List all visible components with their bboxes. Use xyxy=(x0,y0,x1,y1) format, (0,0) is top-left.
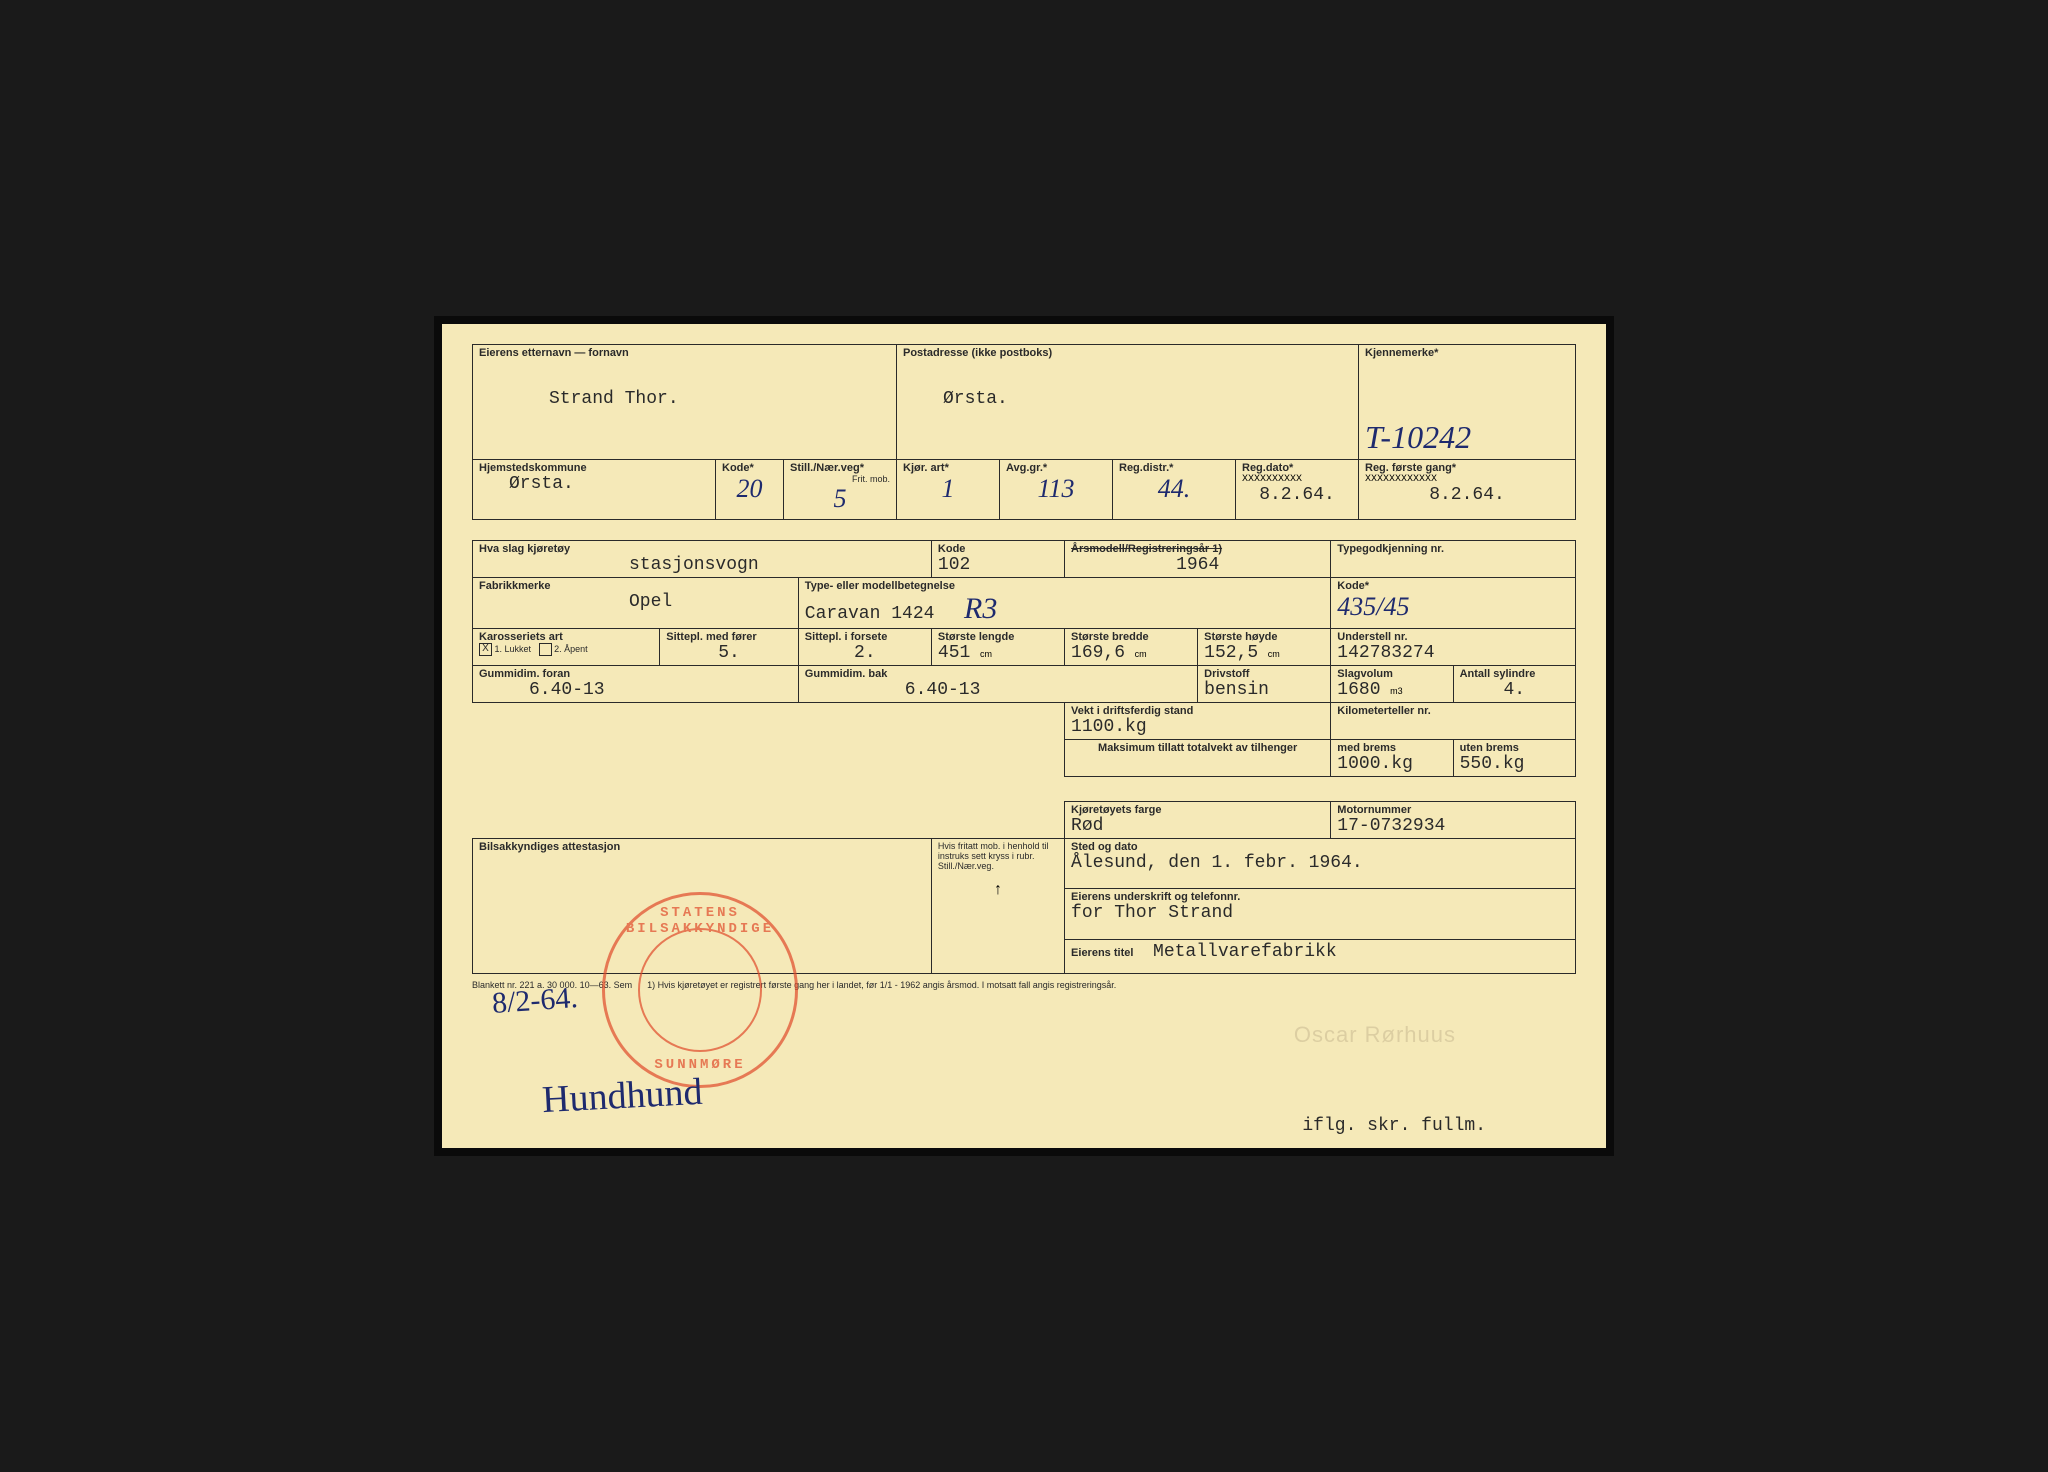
typemodel-label: Type- eller modellbetegnelse xyxy=(805,580,1325,592)
drivstoff-value: bensin xyxy=(1204,680,1324,700)
kode3-label: Kode* xyxy=(1337,580,1569,592)
bredde-value: 169,6 xyxy=(1071,643,1125,663)
understell-label: Understell nr. xyxy=(1337,631,1569,643)
sittepl-med-label: Sittepl. med fører xyxy=(666,631,792,643)
farge-label: Kjøretøyets farge xyxy=(1071,804,1324,816)
kjorart-label: Kjør. art* xyxy=(903,462,993,474)
utenbrems-value: 550.kg xyxy=(1460,754,1569,774)
fritatt-label: Hvis fritatt mob. i henhold til instruks… xyxy=(938,841,1058,871)
eier-titel-label: Eierens titel xyxy=(1071,947,1133,959)
fabrikk-value: Opel xyxy=(629,592,792,612)
typegod-label: Typegodkjenning nr. xyxy=(1337,543,1569,555)
registration-card: Eierens etternavn — fornavn Strand Thor.… xyxy=(434,316,1614,1156)
gummi-foran-label: Gummidim. foran xyxy=(479,668,792,680)
bredde-label: Største bredde xyxy=(1071,631,1191,643)
sted-value: Ålesund, den 1. febr. 1964. xyxy=(1071,853,1569,873)
medbrems-label: med brems xyxy=(1337,742,1446,754)
hjemsted-value: Ørsta. xyxy=(509,474,709,494)
name-label: Eierens etternavn — fornavn xyxy=(479,347,890,359)
kode3-value: 435/45 xyxy=(1337,592,1569,622)
regdato-value: 8.2.64. xyxy=(1242,485,1352,505)
gummi-foran-value: 6.40-13 xyxy=(529,680,792,700)
bredde-unit: cm xyxy=(1135,649,1147,659)
header-table: Eierens etternavn — fornavn Strand Thor.… xyxy=(472,344,1576,520)
attest-date-handwritten: 8/2-64. xyxy=(491,981,579,1021)
gummi-bak-value: 6.40-13 xyxy=(905,680,1191,700)
regdistr-value: 44. xyxy=(1119,474,1229,504)
sylindre-value: 4. xyxy=(1460,680,1569,700)
fullm-text: iflg. skr. fullm. xyxy=(1302,1116,1486,1136)
name-value: Strand Thor. xyxy=(549,389,890,409)
still-value: 5 xyxy=(790,484,890,514)
lengde-label: Største lengde xyxy=(938,631,1058,643)
kar1-label: 1. Lukket xyxy=(495,644,532,654)
eier-under-value: for Thor Strand xyxy=(1071,903,1569,923)
sittepl-for-label: Sittepl. i forsete xyxy=(805,631,925,643)
regforste-label: Reg. første gang* xyxy=(1365,462,1569,474)
arsmodell-value: 1964 xyxy=(1071,555,1324,575)
maks-label: Maksimum tillatt totalvekt av tilhenger xyxy=(1071,742,1324,754)
kode1-label: Kode* xyxy=(722,462,777,474)
kjorart-value: 1 xyxy=(903,474,993,504)
fabrikk-label: Fabrikkmerke xyxy=(479,580,792,592)
utenbrems-label: uten brems xyxy=(1460,742,1569,754)
still-sub: Frit. mob. xyxy=(790,474,890,484)
hoyde-value: 152,5 xyxy=(1204,643,1258,663)
address-label: Postadresse (ikke postboks) xyxy=(903,347,1352,359)
hjemsted-label: Hjemstedskommune xyxy=(479,462,709,474)
kode2-label: Kode xyxy=(938,543,1058,555)
mark-label: Kjennemerke* xyxy=(1365,347,1569,359)
mark-value: T-10242 xyxy=(1365,419,1569,456)
karosseri-options: X 1. Lukket 2. Åpent xyxy=(479,643,653,656)
hoyde-unit: cm xyxy=(1268,649,1280,659)
attest-label: Bilsakkyndiges attestasjon xyxy=(479,841,925,853)
slagvolum-unit: m3 xyxy=(1390,686,1403,696)
farge-value: Rød xyxy=(1071,816,1324,836)
kode2-value: 102 xyxy=(938,555,1058,575)
address-value: Ørsta. xyxy=(943,389,1352,409)
hoyde-label: Største høyde xyxy=(1204,631,1324,643)
checkbox-lukket: X xyxy=(479,643,492,656)
official-stamp: STATENS BILSAKKYNDIGE SUNNMØRE xyxy=(602,892,798,1088)
eier-under-label: Eierens underskrift og telefonnr. xyxy=(1071,891,1569,903)
signature: Hundhund xyxy=(541,1070,704,1122)
sittepl-med-value: 5. xyxy=(666,643,792,663)
avggr-label: Avg.gr.* xyxy=(1006,462,1106,474)
karosseri-label: Karosseriets art xyxy=(479,631,653,643)
stamp-inner-circle xyxy=(638,928,762,1052)
lengde-value: 451 xyxy=(938,643,970,663)
avggr-value: 113 xyxy=(1006,474,1106,504)
regdato-label: Reg.dato* xyxy=(1242,462,1352,474)
typemodel-value: Caravan 1424 xyxy=(805,604,935,624)
checkbox-apent xyxy=(539,643,552,656)
sted-label: Sted og dato xyxy=(1071,841,1569,853)
drivstoff-label: Drivstoff xyxy=(1204,668,1324,680)
sittepl-for-value: 2. xyxy=(805,643,925,663)
medbrems-value: 1000.kg xyxy=(1337,754,1446,774)
gummi-bak-label: Gummidim. bak xyxy=(805,668,1191,680)
regdistr-label: Reg.distr.* xyxy=(1119,462,1229,474)
arsmodell-label: Årsmodell/Registreringsår 1) xyxy=(1071,543,1324,555)
sylindre-label: Antall sylindre xyxy=(1460,668,1569,680)
motor-value: 17-0732934 xyxy=(1337,816,1569,836)
kar2-label: 2. Åpent xyxy=(554,644,588,654)
eier-titel-value: Metallvarefabrikk xyxy=(1153,942,1337,962)
vekt-label: Vekt i driftsferdig stand xyxy=(1071,705,1324,717)
lengde-unit: cm xyxy=(980,649,992,659)
slag-value: stasjonsvogn xyxy=(629,555,925,575)
watermark: Oscar Rørhuus xyxy=(1294,1022,1456,1048)
typemodel-hand: R3 xyxy=(964,592,997,625)
kode1-value: 20 xyxy=(722,474,777,504)
understell-value: 142783274 xyxy=(1337,643,1569,663)
arrow-icon: ↑ xyxy=(938,881,1058,899)
stamp-text-top: STATENS BILSAKKYNDIGE xyxy=(605,905,795,937)
motor-label: Motornummer xyxy=(1337,804,1569,816)
km-label: Kilometerteller nr. xyxy=(1337,705,1569,717)
regforste-value: 8.2.64. xyxy=(1365,485,1569,505)
slagvolum-label: Slagvolum xyxy=(1337,668,1446,680)
vekt-value: 1100.kg xyxy=(1071,717,1324,737)
still-label: Still./Nær.veg* xyxy=(790,462,890,474)
slagvolum-value: 1680 xyxy=(1337,680,1380,700)
slag-label: Hva slag kjøretøy xyxy=(479,543,925,555)
